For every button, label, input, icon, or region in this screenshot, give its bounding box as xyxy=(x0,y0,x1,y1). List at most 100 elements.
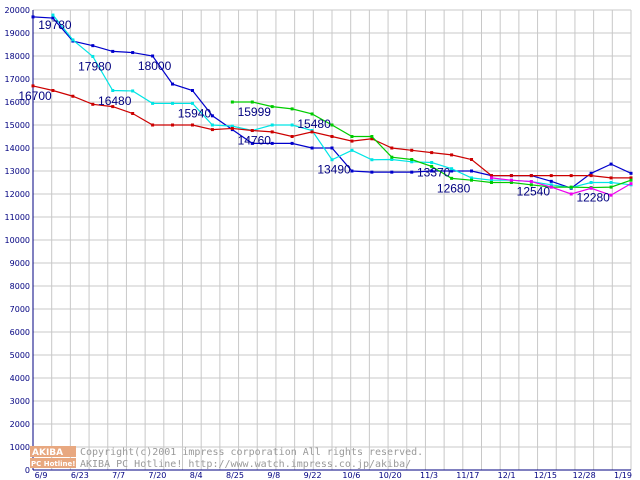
x-tick-label: 10/20 xyxy=(379,471,402,480)
series-point xyxy=(290,123,294,127)
x-tick-label: 12/15 xyxy=(534,471,557,480)
y-tick-label: 12000 xyxy=(5,190,30,199)
data-label: 18000 xyxy=(138,59,172,73)
series-point xyxy=(470,178,474,182)
data-label: 13370 xyxy=(417,165,451,179)
series-point xyxy=(450,167,454,171)
y-tick-label: 13000 xyxy=(5,167,30,176)
watermark-logo-bottom-box xyxy=(30,458,76,468)
series-point xyxy=(629,182,633,186)
y-tick-label: 4000 xyxy=(10,374,30,383)
y-tick-label: 0 xyxy=(25,466,30,475)
x-tick-label: 7/20 xyxy=(148,471,166,480)
series-point xyxy=(609,193,613,197)
y-tick-label: 3000 xyxy=(10,397,30,406)
series-point xyxy=(51,89,55,92)
series-point xyxy=(171,101,175,105)
series-point xyxy=(370,137,374,141)
grid-lines xyxy=(32,9,632,471)
series-point xyxy=(290,107,294,111)
series-point xyxy=(250,100,254,104)
series-point xyxy=(151,101,155,105)
series-point xyxy=(91,102,95,106)
series-point xyxy=(131,51,135,55)
series-point xyxy=(410,158,414,161)
x-tick-label: 11/3 xyxy=(420,471,438,480)
series-point xyxy=(629,171,633,175)
series-point xyxy=(171,82,175,86)
series-point xyxy=(390,155,394,159)
series-point xyxy=(390,146,394,150)
series-point xyxy=(290,141,294,145)
series-point xyxy=(609,185,613,189)
y-tick-label: 2000 xyxy=(10,420,30,429)
series-point xyxy=(489,176,493,180)
watermark-logo-top: AKIBA xyxy=(32,448,63,458)
y-tick-label: 18000 xyxy=(5,52,30,61)
y-tick-label: 9000 xyxy=(10,259,30,268)
data-labels: 19780 17980 18000 16700 16480 15940 15999 15480… xyxy=(18,18,610,204)
y-tick-label: 7000 xyxy=(10,305,30,314)
data-label: 13490 xyxy=(317,163,351,177)
series-point xyxy=(350,139,354,143)
series-point xyxy=(290,135,294,138)
data-label: 16700 xyxy=(18,89,52,103)
x-tick-label: 9/8 xyxy=(267,471,280,480)
series-point xyxy=(51,13,55,17)
series-point xyxy=(569,185,573,189)
series-point xyxy=(71,38,75,42)
series-point xyxy=(210,114,214,118)
series-point xyxy=(549,179,553,183)
data-label: 15999 xyxy=(238,105,272,119)
series-point xyxy=(151,54,155,58)
watermark-logo-top-box xyxy=(30,446,76,457)
watermark: AKIBA PC Hotline! Copyright(c)2001 impre… xyxy=(30,446,423,470)
series-point xyxy=(131,112,135,115)
series-point xyxy=(549,183,553,187)
data-label: 14760 xyxy=(238,134,272,148)
x-tick-label: 9/22 xyxy=(304,471,322,480)
series-point xyxy=(569,174,573,178)
series-point xyxy=(210,128,214,132)
series-point xyxy=(230,126,234,130)
series-point xyxy=(350,148,354,152)
series-point xyxy=(230,100,234,104)
y-tick-label: 5000 xyxy=(10,351,30,360)
x-tick-label: 6/9 xyxy=(35,471,48,480)
data-label: 12680 xyxy=(437,181,471,195)
series-point xyxy=(71,94,75,98)
series-point xyxy=(509,181,513,184)
series-point xyxy=(190,101,194,105)
series-point xyxy=(270,123,274,127)
series-point xyxy=(370,158,374,162)
data-label: 19780 xyxy=(38,18,72,32)
series-point xyxy=(549,185,553,189)
data-label: 17980 xyxy=(78,59,112,73)
x-tick-label: 7/7 xyxy=(112,471,125,480)
series-point xyxy=(529,174,533,178)
series-point xyxy=(410,148,414,152)
y-tick-label: 8000 xyxy=(10,282,30,291)
series-point xyxy=(310,130,314,134)
series-point xyxy=(310,112,314,116)
series-point xyxy=(310,146,314,150)
x-tick-label: 8/25 xyxy=(226,471,244,480)
series-point xyxy=(450,153,454,157)
series-point xyxy=(31,15,35,19)
y-tick-label: 19000 xyxy=(5,29,30,38)
y-tick-label: 14000 xyxy=(5,144,30,153)
series-point xyxy=(549,174,553,178)
series-point xyxy=(470,158,474,161)
data-label: 15940 xyxy=(178,106,212,120)
series-point xyxy=(330,135,334,138)
series-point xyxy=(270,130,274,134)
series-point xyxy=(589,186,593,190)
series-point xyxy=(589,174,593,178)
series-point xyxy=(529,180,533,184)
series-point xyxy=(629,176,633,180)
series-point xyxy=(430,164,434,168)
y-tick-label: 15000 xyxy=(5,121,30,130)
series-point xyxy=(529,183,533,187)
y-tick-label: 10000 xyxy=(5,236,30,245)
x-tick-label: 6/23 xyxy=(71,471,89,480)
